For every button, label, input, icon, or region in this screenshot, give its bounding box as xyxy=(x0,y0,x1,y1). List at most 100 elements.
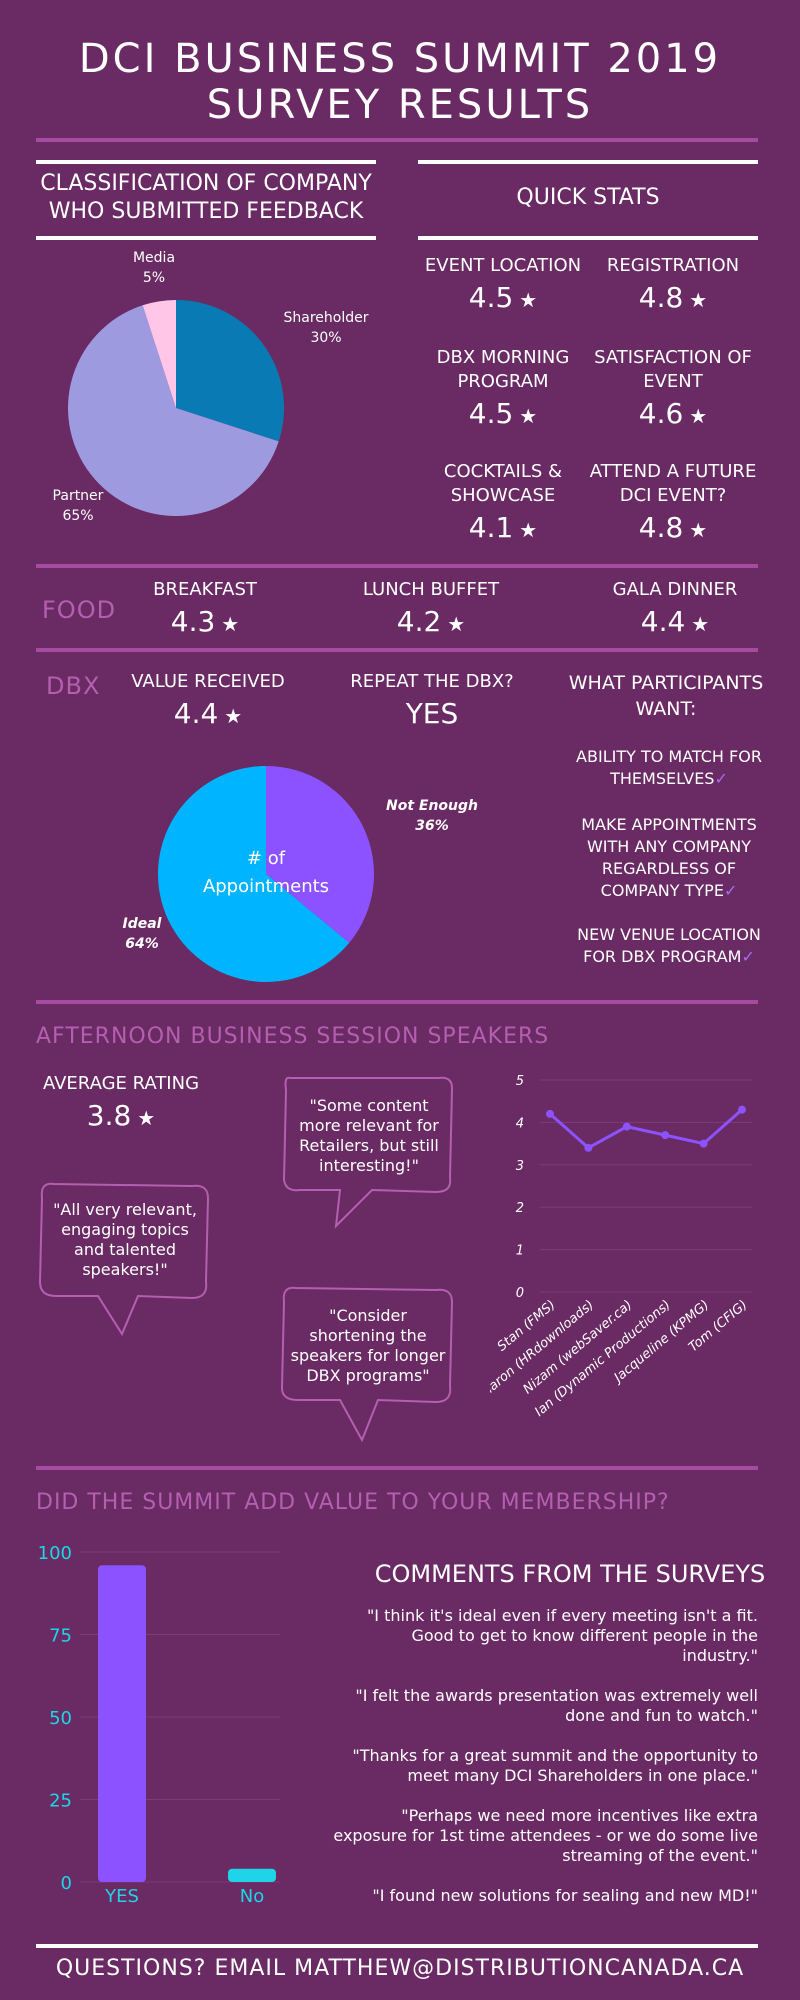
food-stat-item: BREAKFAST 4.3 ★ xyxy=(120,578,290,642)
divider xyxy=(36,564,758,568)
quick-stat-item: SATISFACTION OF EVENT 4.6 ★ xyxy=(588,346,758,434)
want-text: ABILITY TO MATCH FOR xyxy=(576,747,762,766)
average-rating-label: AVERAGE RATING xyxy=(42,1073,200,1094)
quick-stat-label-2: DCI EVENT? xyxy=(619,485,727,506)
pie-slice-value-label: 30% xyxy=(310,330,341,346)
food-stat-number: 4.4 xyxy=(640,605,686,638)
pie-slice-label: Media xyxy=(133,250,175,266)
food-stat-number: 4.2 xyxy=(396,605,442,638)
want-text: WITH ANY COMPANY xyxy=(586,837,752,856)
quick-stat-item: EVENT LOCATION 4.5 ★ xyxy=(418,254,588,318)
wants-heading-line-1: WHAT PARTICIPANTS xyxy=(568,672,764,694)
speaker-quote-3: "Consider shortening the speakers for long… xyxy=(284,1306,452,1386)
quick-stat-number: 4.5 xyxy=(468,281,514,314)
y-tick-label: 4 xyxy=(516,1116,524,1131)
speaker-quote-2: "All very relevant, engaging topics and ta… xyxy=(42,1200,208,1280)
food-stat-item: GALA DINNER 4.4 ★ xyxy=(590,578,760,642)
star-icon: ★ xyxy=(224,704,243,728)
quote-line: DBX programs" xyxy=(306,1366,430,1385)
wants-heading: WHAT PARTICIPANTS WANT: xyxy=(566,670,766,722)
survey-comment: "I found new solutions for sealing and n… xyxy=(330,1886,758,1906)
repeat-dbx-value: YES xyxy=(405,697,459,730)
want-text: NEW VENUE LOCATION xyxy=(577,925,761,944)
divider xyxy=(418,236,758,240)
comment-line: done and fun to watch." xyxy=(565,1706,758,1725)
quick-stat-value: 4.5 ★ xyxy=(418,396,588,434)
value-received-number: 4.4 xyxy=(173,697,219,730)
pie-slice xyxy=(266,766,374,943)
membership-heading: DID THE SUMMIT ADD VALUE TO YOUR MEMBERS… xyxy=(36,1490,670,1515)
data-point xyxy=(622,1122,631,1131)
quick-stat-number: 4.5 xyxy=(468,397,514,430)
pie-slice xyxy=(157,766,350,982)
y-tick-label: 1 xyxy=(516,1244,524,1259)
divider xyxy=(36,236,376,240)
y-tick-label: 75 xyxy=(49,1626,72,1647)
divider xyxy=(418,160,758,164)
value-received-value: 4.4 ★ xyxy=(120,696,296,734)
quick-stat-item: DBX MORNING PROGRAM 4.5 ★ xyxy=(418,346,588,434)
pie-slice-value-label: 64% xyxy=(125,936,159,952)
comment-line: streaming of the event." xyxy=(562,1846,758,1865)
quick-stat-label: DBX MORNING xyxy=(436,347,570,368)
want-line: NEW VENUE LOCATION xyxy=(566,924,772,946)
want-item: MAKE APPOINTMENTS WITH ANY COMPANY REGARDL… xyxy=(566,814,772,902)
y-tick-label: 0 xyxy=(61,1873,72,1894)
quick-stat-label-2: EVENT xyxy=(643,371,703,392)
star-icon: ★ xyxy=(689,518,708,542)
food-stat-label: BREAKFAST xyxy=(153,579,257,600)
pie-slice xyxy=(68,305,279,516)
quick-stat-label-2: PROGRAM xyxy=(457,371,549,392)
speaker-quote-1: "Some content more relevant for Retailers,… xyxy=(286,1096,452,1176)
y-tick-label: 3 xyxy=(516,1159,524,1174)
membership-bar-chart: 0 25 50 75 100 YES No xyxy=(38,1543,280,1906)
classification-heading: CLASSIFICATION OF COMPANY WHO SUBMITTED … xyxy=(36,170,376,226)
quick-stats-heading: QUICK STATS xyxy=(516,185,660,210)
quote-line: and talented xyxy=(74,1240,176,1259)
check-icon: ✓ xyxy=(741,947,755,966)
want-line: REGARDLESS OF xyxy=(566,858,772,880)
comment-line: "Thanks for a great summit and the oppor… xyxy=(352,1746,758,1765)
quick-stat-item: COCKTAILS & SHOWCASE 4.1 ★ xyxy=(418,460,588,548)
y-tick-label: 5 xyxy=(516,1074,524,1089)
pie-slice xyxy=(176,300,284,442)
want-item: ABILITY TO MATCH FOR THEMSELVES✓ xyxy=(566,746,772,790)
comment-line: "I felt the awards presentation was extr… xyxy=(355,1686,758,1705)
want-line: FOR DBX PROGRAM✓ xyxy=(566,946,772,968)
quote-line: "Consider xyxy=(329,1306,407,1325)
quick-stat-value: 4.5 ★ xyxy=(418,280,588,318)
quote-line: shortening the xyxy=(309,1326,427,1345)
value-received-label: VALUE RECEIVED xyxy=(131,671,285,692)
want-item: NEW VENUE LOCATION FOR DBX PROGRAM✓ xyxy=(566,924,772,968)
pie-slice-value-label: 36% xyxy=(415,818,449,834)
divider xyxy=(36,138,758,142)
quick-stat-value: 4.1 ★ xyxy=(418,510,588,548)
divider xyxy=(36,1944,758,1948)
food-stat-value: 4.4 ★ xyxy=(590,604,760,642)
comment-line: exposure for 1st time attendees - or we … xyxy=(333,1826,758,1845)
average-rating-number: 3.8 xyxy=(86,1099,132,1132)
quick-stat-value: 4.8 ★ xyxy=(588,280,758,318)
food-label: FOOD xyxy=(42,596,117,624)
data-point xyxy=(661,1131,670,1140)
pie-center-label: Appointments xyxy=(203,876,329,897)
quote-line: engaging topics xyxy=(61,1220,189,1239)
comment-line: "I think it's ideal even if every meetin… xyxy=(366,1606,758,1625)
y-tick-label: 0 xyxy=(516,1286,524,1301)
pie-slice-value-label: 5% xyxy=(143,270,165,286)
y-tick-label: 100 xyxy=(38,1543,72,1564)
quote-line: "Some content xyxy=(309,1096,429,1115)
y-tick-label: 25 xyxy=(49,1791,72,1812)
repeat-dbx-stat: REPEAT THE DBX? YES xyxy=(336,670,528,732)
want-text: FOR DBX PROGRAM xyxy=(583,947,742,966)
pie-slice-label: Shareholder xyxy=(284,310,369,326)
divider xyxy=(36,1000,758,1004)
quick-stat-number: 4.8 xyxy=(638,281,684,314)
food-stat-value: 4.2 ★ xyxy=(346,604,516,642)
survey-comment: "Perhaps we need more incentives like ex… xyxy=(330,1806,758,1866)
want-line: MAKE APPOINTMENTS xyxy=(566,814,772,836)
data-point xyxy=(738,1105,746,1114)
want-text: MAKE APPOINTMENTS xyxy=(581,815,757,834)
want-line: WITH ANY COMPANY xyxy=(566,836,772,858)
